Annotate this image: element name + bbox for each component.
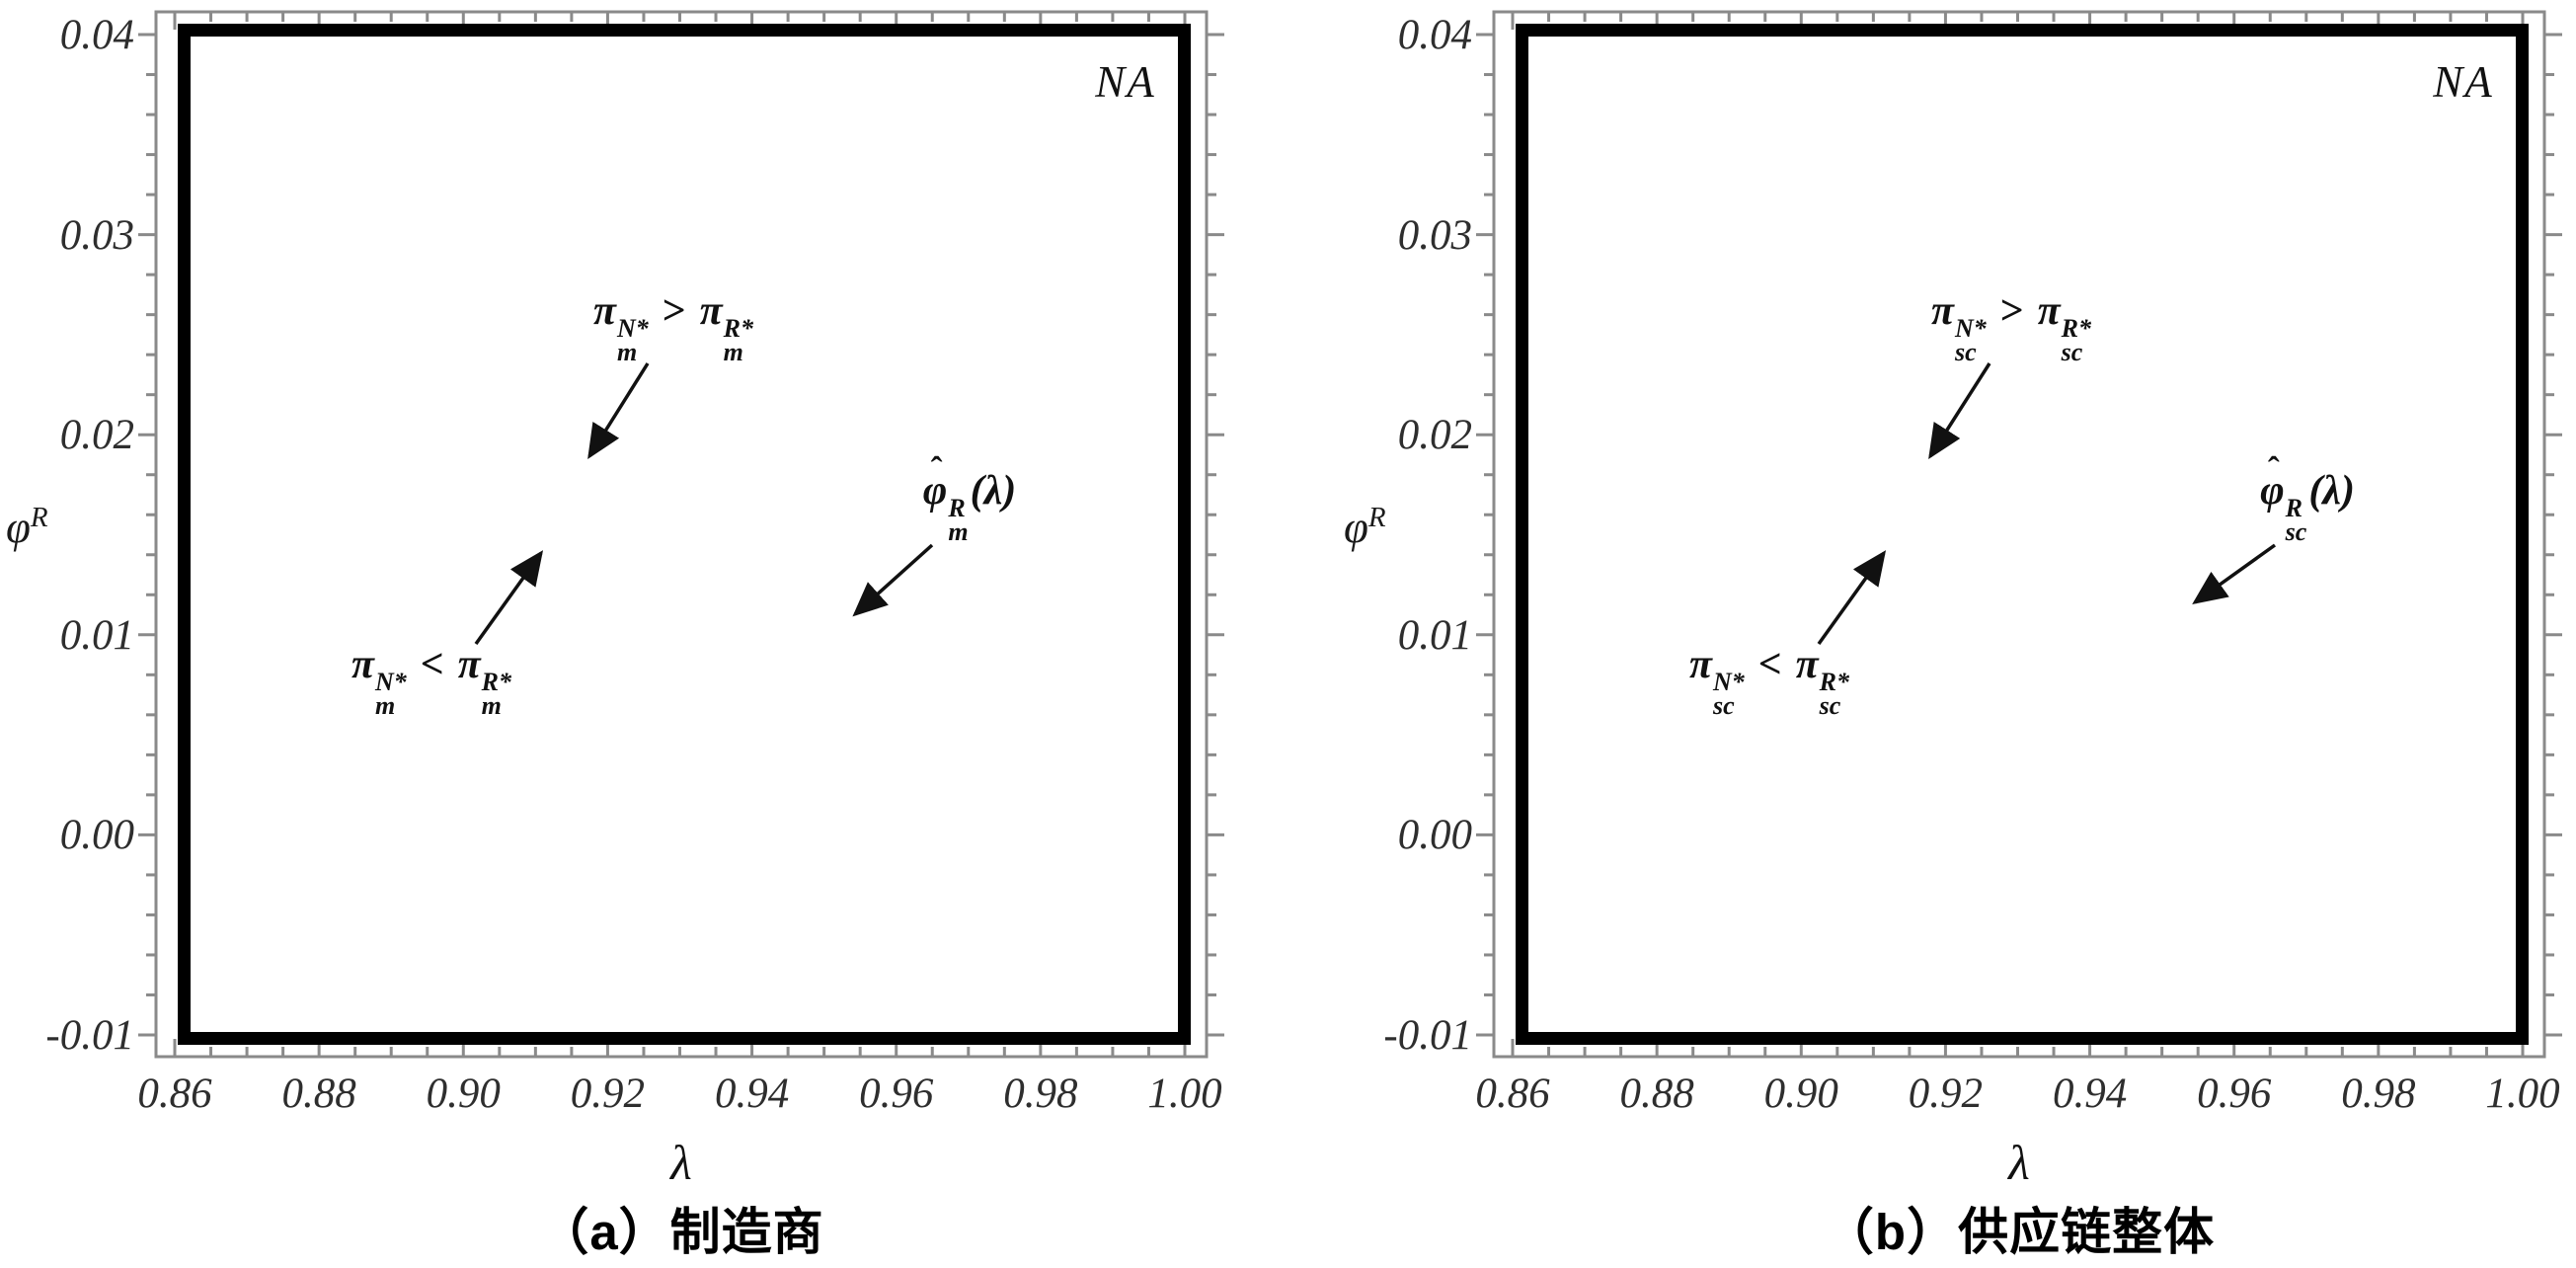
dark-band-region [175, 165, 1185, 826]
annotation-arrow [852, 543, 934, 617]
y-tick-label: -0.01 [45, 1012, 134, 1059]
curve-lower_boundary [1513, 397, 2523, 911]
na-corner-label: NA [1095, 57, 1156, 107]
x-tick-label: 0.94 [2052, 1070, 2128, 1117]
annotation-arrow [1928, 362, 1991, 459]
panel-b-caption: （b）供应链整体 [1823, 1204, 2216, 1260]
y-tick-label: 0.03 [1397, 211, 1472, 259]
dark-band-region [1513, 165, 2523, 815]
annotation-profit-greater: π N* sc > π R* sc [1931, 288, 2091, 366]
annotation-arrow [2192, 543, 2277, 605]
x-tick-label: 0.92 [1908, 1070, 1984, 1117]
x-tick-label: 0.96 [859, 1070, 934, 1117]
annotation-arrow [587, 362, 650, 459]
x-tick-label: 0.90 [1763, 1070, 1838, 1117]
curve-upper_boundary [175, 165, 1185, 715]
x-axis-label: λ [2008, 1135, 2030, 1190]
y-tick-label: 0.02 [1397, 412, 1472, 459]
annotation-arrow [474, 550, 544, 646]
y-tick-label: 0.04 [1397, 12, 1472, 58]
curve-phi_hat_m_R_threshold [175, 323, 1185, 826]
x-tick-label: 0.98 [2341, 1070, 2416, 1117]
light-band-region [1513, 280, 2523, 911]
light-band-region [175, 323, 1185, 915]
x-tick-label: 0.98 [1003, 1070, 1078, 1117]
annotation-profit-less: π N* sc < π R* sc [1689, 642, 1849, 720]
y-tick-label: 0.01 [59, 611, 134, 659]
plot-frame [178, 24, 1191, 1045]
y-tick-label: 0.02 [59, 412, 134, 459]
plot-canvas-a [138, 10, 1224, 1059]
na-corner-label: NA [2433, 57, 2494, 107]
curve-lower_boundary [175, 405, 1185, 915]
x-tick-label: 0.86 [137, 1070, 212, 1117]
y-axis-label: φR [1344, 502, 1386, 552]
panel-a-caption: （a）制造商 [538, 1204, 824, 1260]
x-tick-label: 1.00 [1147, 1070, 1222, 1117]
x-axis-label: λ [670, 1135, 692, 1190]
y-tick-label: 0.03 [59, 211, 134, 259]
plot-canvas-b [1476, 10, 2562, 1059]
y-tick-label: 0.04 [59, 12, 134, 58]
y-tick-label: 0.01 [1397, 611, 1472, 659]
annotation-profit-less: π N* m < π R* m [351, 642, 511, 720]
x-tick-label: 0.86 [1475, 1070, 1550, 1117]
y-tick-label: 0.00 [1397, 812, 1472, 859]
x-tick-label: 0.96 [2197, 1070, 2272, 1117]
y-axis-label: φR [6, 502, 48, 552]
x-tick-label: 1.00 [2485, 1070, 2560, 1117]
x-tick-label: 0.88 [281, 1070, 356, 1117]
plot-frame [1516, 24, 2529, 1045]
y-tick-label: 0.00 [59, 812, 134, 859]
annotation-arrow [1817, 550, 1887, 646]
y-tick-label: -0.01 [1383, 1012, 1472, 1059]
curve-upper_boundary [1513, 165, 2523, 715]
annotation-profit-greater: π N* m > π R* m [593, 288, 753, 366]
x-tick-label: 0.92 [570, 1070, 646, 1117]
x-tick-label: 0.94 [714, 1070, 790, 1117]
x-tick-label: 0.88 [1619, 1070, 1694, 1117]
x-tick-label: 0.90 [426, 1070, 501, 1117]
